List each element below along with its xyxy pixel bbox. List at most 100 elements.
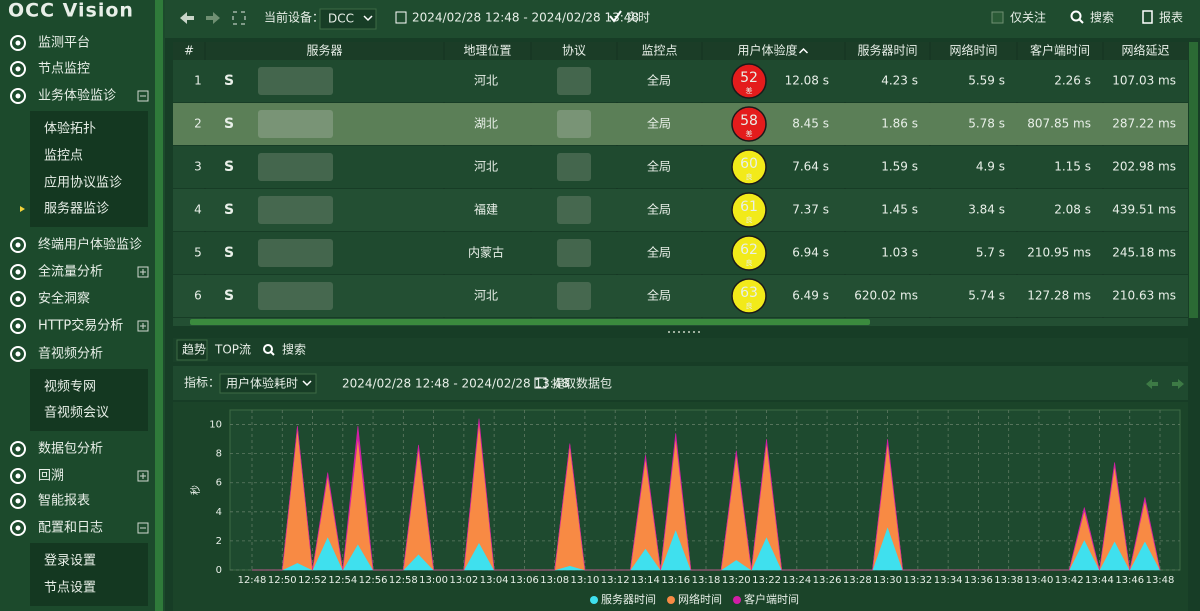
- submenu-item[interactable]: 服务器监诊: [44, 201, 109, 217]
- column-header[interactable]: 服务器: [306, 43, 342, 58]
- client-time: 1.15 s: [1054, 160, 1091, 174]
- tab[interactable]: 搜索: [282, 342, 306, 357]
- column-header[interactable]: 服务器时间: [857, 43, 917, 58]
- menu-item[interactable]: 智能报表: [38, 494, 90, 509]
- server-icon: S: [224, 159, 234, 175]
- menu-item[interactable]: 全流量分析: [38, 264, 103, 280]
- menu-icon-dot: [15, 498, 21, 504]
- report-icon[interactable]: [1142, 10, 1153, 24]
- x-tick-label: 13:02: [449, 575, 478, 586]
- column-header[interactable]: #: [184, 44, 194, 58]
- device-label: 当前设备：: [264, 10, 324, 25]
- latency: 107.03 ms: [1112, 74, 1176, 88]
- blurred-server: [258, 153, 333, 181]
- fullscreen-icon[interactable]: [232, 11, 246, 25]
- menu-item[interactable]: 节点监控: [38, 62, 90, 77]
- metric-label: 指标：: [184, 375, 220, 390]
- experience: 7.37 s: [792, 203, 829, 217]
- column-header[interactable]: 用户体验度: [737, 43, 797, 58]
- search-icon[interactable]: [1070, 10, 1082, 22]
- x-tick-label: 13:40: [1025, 575, 1054, 586]
- score-badge: [731, 149, 767, 185]
- menu-icon: [10, 264, 26, 280]
- menu-item[interactable]: 数据包分析: [38, 442, 103, 457]
- score-badge: [731, 106, 767, 142]
- column-header[interactable]: 协议: [562, 43, 586, 58]
- tab[interactable]: 趋势: [182, 343, 206, 357]
- server-icon: S: [224, 73, 234, 89]
- tab[interactable]: TOP流: [214, 343, 251, 357]
- device-select[interactable]: [319, 8, 377, 30]
- table-row[interactable]: [173, 275, 1188, 317]
- submenu-item[interactable]: 应用协议监诊: [44, 175, 122, 191]
- expander[interactable]: [137, 470, 149, 482]
- latency: 202.98 ms: [1112, 160, 1176, 174]
- menu-item[interactable]: 安全洞察: [38, 291, 90, 307]
- table-row[interactable]: [173, 232, 1188, 274]
- back-arrow[interactable]: [180, 12, 194, 24]
- submenu-item[interactable]: 监控点: [44, 149, 83, 164]
- follow-checkbox[interactable]: [991, 11, 1004, 24]
- table-header: [173, 42, 1188, 60]
- submenu-item[interactable]: 音视频会议: [44, 405, 109, 421]
- capture[interactable]: 提取数据包: [552, 376, 612, 391]
- submenu-item[interactable]: 体验拓扑: [44, 121, 96, 137]
- location: 内蒙古: [468, 245, 504, 260]
- x-tick-label: 13:06: [510, 575, 539, 586]
- table-row[interactable]: [173, 103, 1188, 145]
- column-header[interactable]: 网络时间: [949, 43, 997, 58]
- x-tick-label: 12:48: [238, 575, 267, 586]
- menu-item[interactable]: 业务体验监诊: [38, 88, 116, 104]
- legend-label[interactable]: 客户端时间: [744, 592, 799, 606]
- legend-swatch: [667, 596, 675, 604]
- menu-item[interactable]: 音视频分析: [38, 346, 103, 362]
- submenu-item[interactable]: 节点设置: [44, 581, 96, 596]
- expander[interactable]: [137, 90, 149, 102]
- table-scroll-thumb[interactable]: [190, 319, 870, 325]
- menu-item[interactable]: 回溯: [38, 468, 64, 484]
- server-icon: S: [224, 245, 234, 261]
- submenu-panel: [30, 111, 148, 227]
- client-time: 210.95 ms: [1027, 246, 1091, 260]
- metric-caret: [302, 380, 312, 387]
- column-header[interactable]: 客户端时间: [1030, 43, 1090, 58]
- menu-item[interactable]: 终端用户体验监诊: [38, 237, 142, 253]
- submenu-item[interactable]: 登录设置: [44, 554, 96, 569]
- legend-label[interactable]: 服务器时间: [601, 593, 656, 606]
- report[interactable]: 报表: [1159, 10, 1183, 25]
- server-icon: S: [224, 116, 234, 132]
- submenu-item[interactable]: 视频专网: [44, 380, 96, 395]
- blurred-protocol: [557, 67, 591, 95]
- expander[interactable]: [137, 266, 149, 278]
- score-grade: 良: [746, 258, 753, 267]
- expander[interactable]: [137, 522, 149, 534]
- search[interactable]: 搜索: [1090, 10, 1114, 25]
- x-tick-label: 13:20: [722, 575, 751, 586]
- y-tick-label: 2: [216, 536, 222, 547]
- x-tick-label: 13:12: [601, 575, 630, 586]
- menu-icon: [10, 88, 26, 104]
- table-row[interactable]: [173, 189, 1188, 231]
- column-header[interactable]: 地理位置: [463, 43, 511, 58]
- menu-icon-dot: [15, 66, 21, 72]
- column-header[interactable]: 监控点: [641, 44, 677, 58]
- table-row[interactable]: [173, 60, 1188, 102]
- y-tick-label: 8: [216, 449, 222, 460]
- legend-label[interactable]: 网络时间: [678, 592, 722, 606]
- menu-item[interactable]: 配置和日志: [38, 521, 103, 536]
- expander[interactable]: [137, 320, 149, 332]
- table-row[interactable]: [173, 146, 1188, 188]
- chart-back[interactable]: [1146, 379, 1158, 389]
- capture-icon[interactable]: [534, 377, 547, 389]
- menu-icon-dot: [15, 242, 21, 248]
- realtime-check[interactable]: [609, 10, 622, 23]
- forward-arrow[interactable]: [206, 12, 220, 24]
- column-header[interactable]: 网络延迟: [1121, 43, 1169, 58]
- experience: 6.94 s: [792, 246, 829, 260]
- chart-forward[interactable]: [1172, 379, 1184, 389]
- menu-item[interactable]: HTTP交易分析: [38, 318, 123, 334]
- menu-item[interactable]: 监测平台: [38, 36, 90, 51]
- menu-icon: [10, 237, 26, 253]
- blurred-protocol: [557, 196, 591, 224]
- metric-select[interactable]: [219, 373, 317, 394]
